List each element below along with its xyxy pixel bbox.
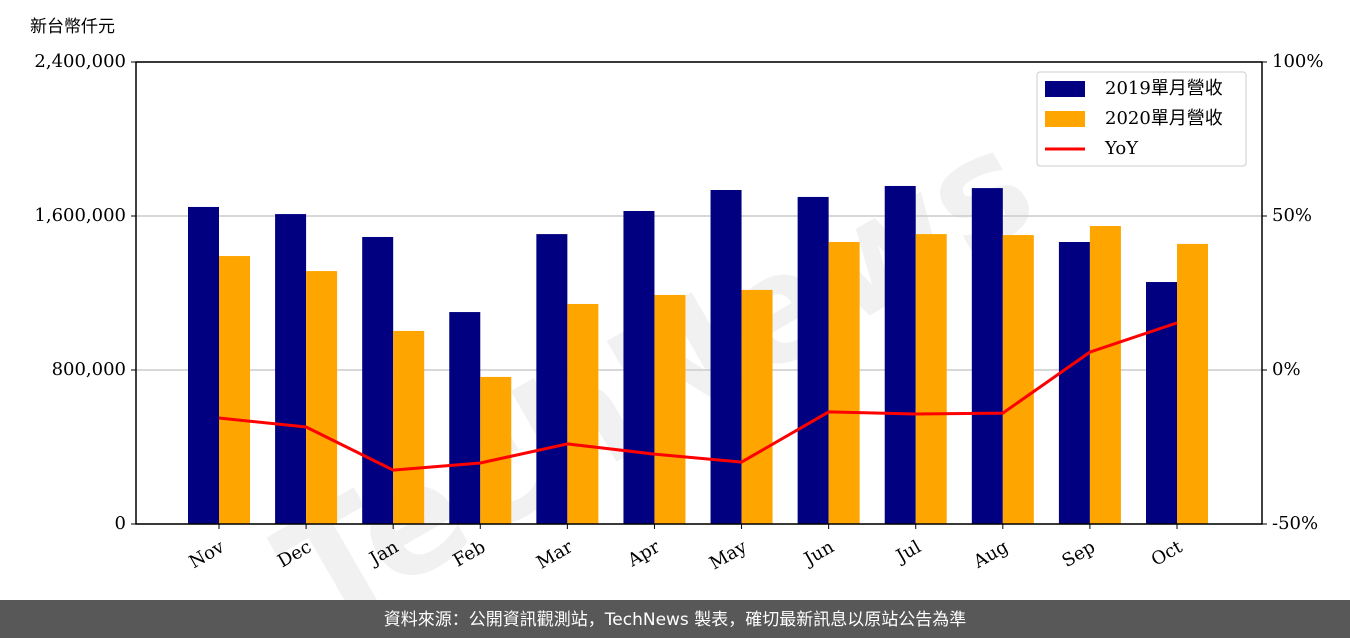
- bar: [828, 241, 860, 525]
- bar: [915, 234, 947, 524]
- bar: [219, 256, 250, 524]
- x-tick-label: Nov: [186, 536, 229, 573]
- y-tick-label: 1,600,000: [34, 205, 126, 226]
- bar: [480, 376, 512, 524]
- y2-tick-label: -50%: [1272, 513, 1318, 534]
- bar: [1058, 241, 1090, 525]
- y2-tick-label: 0%: [1272, 359, 1301, 380]
- y2-tick-label: 50%: [1272, 205, 1312, 226]
- x-tick-label: Sep: [1059, 536, 1099, 571]
- legend-label: YoY: [1104, 138, 1139, 159]
- legend-swatch: [1045, 111, 1085, 127]
- legend-label: 2019單月營收: [1105, 78, 1223, 99]
- bar: [567, 303, 599, 524]
- bar: [710, 190, 742, 524]
- plot-frame: [135, 61, 1263, 525]
- legend-label: 2020單月營收: [1105, 108, 1223, 129]
- x-tick-label: May: [706, 536, 751, 574]
- legend-box: [1036, 71, 1247, 167]
- bar: [1146, 282, 1177, 524]
- yoy-line: [218, 321, 1178, 472]
- bar: [536, 234, 568, 524]
- x-tick-label: Apr: [623, 536, 663, 571]
- y2-tick-label: 100%: [1272, 51, 1323, 72]
- bar: [449, 312, 481, 524]
- footer-bar: [0, 600, 1350, 638]
- x-tick-label: Aug: [969, 536, 1012, 573]
- bar: [362, 236, 394, 525]
- bar: [188, 206, 219, 524]
- bar: [797, 196, 829, 524]
- y-tick-label: 2,400,000: [34, 51, 126, 72]
- bar: [741, 289, 773, 524]
- y-tick-label: 800,000: [52, 359, 126, 380]
- bar: [884, 185, 916, 524]
- y-axis-label: 新台幣仟元: [30, 17, 115, 37]
- x-tick-label: Oct: [1148, 536, 1187, 571]
- bar: [1002, 235, 1034, 524]
- legend-swatch: [1045, 81, 1085, 97]
- bar: [393, 330, 425, 524]
- bar: [623, 210, 655, 524]
- bar: [1089, 226, 1121, 524]
- footer-text: 資料來源：公開資訊觀測站，TechNews 製表，確切最新訊息以原站公告為準: [384, 610, 966, 630]
- bar: [1177, 243, 1208, 524]
- bar: [275, 214, 307, 524]
- bar: [971, 188, 1003, 524]
- x-tick-label: Jul: [891, 536, 925, 568]
- bar: [306, 271, 338, 524]
- y-tick-label: 0: [115, 513, 126, 534]
- x-tick-label: Jun: [799, 536, 838, 571]
- bar: [654, 294, 686, 524]
